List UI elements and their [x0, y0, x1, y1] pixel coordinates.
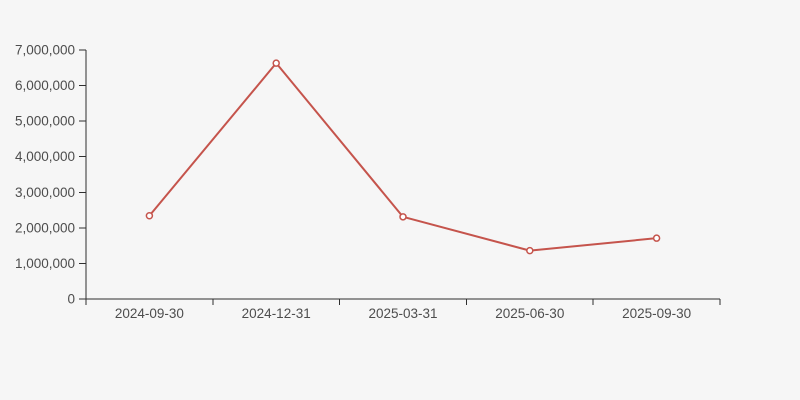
data-point-marker[interactable] — [526, 246, 534, 255]
y-axis-tick-label: 6,000,000 — [15, 78, 75, 93]
y-axis-tick-label: 3,000,000 — [15, 185, 75, 200]
x-axis-tick-label: 2024-12-31 — [242, 306, 311, 321]
data-point-marker[interactable] — [145, 212, 154, 220]
y-axis-tick-label: 4,000,000 — [15, 149, 75, 164]
x-axis-tick-label: 2025-06-30 — [495, 306, 564, 321]
y-axis-tick-label: 5,000,000 — [15, 114, 75, 129]
x-axis-tick-label: 2025-09-30 — [622, 306, 691, 321]
y-axis-tick-label: 2,000,000 — [15, 220, 75, 235]
data-point-marker[interactable] — [652, 234, 661, 242]
y-axis-tick-label: 1,000,000 — [15, 256, 75, 271]
x-axis-tick-label: 2025-03-31 — [368, 306, 437, 321]
y-axis-tick-label: 0 — [67, 292, 75, 307]
data-point-marker[interactable] — [399, 213, 407, 221]
x-axis-tick-label: 2024-09-30 — [115, 306, 184, 321]
series-line — [148, 62, 658, 252]
data-point-marker[interactable] — [272, 59, 280, 67]
y-axis-tick-label: 7,000,000 — [15, 43, 75, 58]
